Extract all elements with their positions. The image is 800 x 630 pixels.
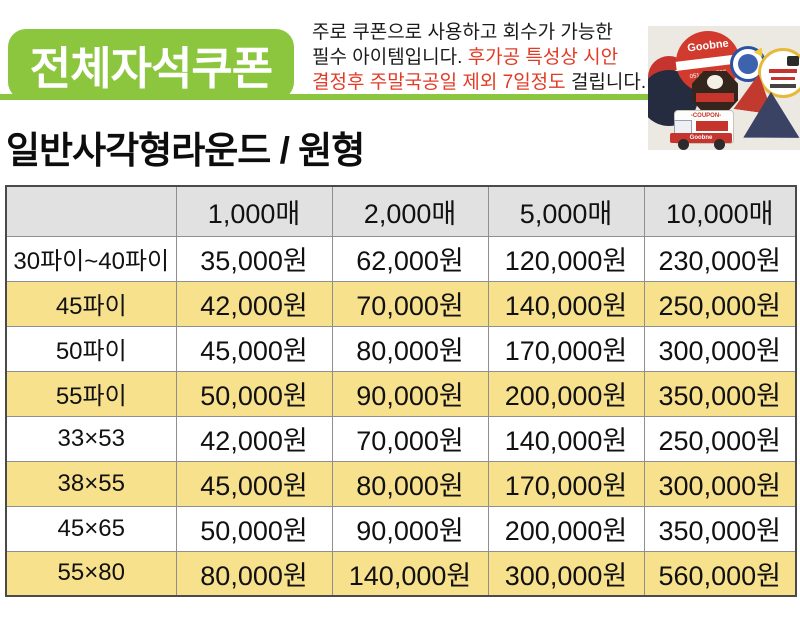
price-cell: 120,000원 bbox=[487, 235, 645, 282]
row-label: 45파이 bbox=[5, 280, 177, 327]
price-cell: 70,000원 bbox=[331, 280, 489, 327]
price-cell: 140,000원 bbox=[487, 280, 645, 327]
price-cell: 230,000원 bbox=[643, 235, 797, 282]
gold-circle-text-line bbox=[770, 84, 796, 88]
price-cell: 45,000원 bbox=[175, 325, 333, 372]
price-cell: 300,000원 bbox=[487, 550, 645, 597]
table-row: 33×53 42,000원 70,000원 140,000원 250,000원 bbox=[5, 415, 797, 462]
table-row: 30파이~40파이 35,000원 62,000원 120,000원 230,000원 bbox=[5, 235, 797, 282]
price-cell: 250,000원 bbox=[643, 415, 797, 462]
table-row: 45파이 42,000원 70,000원 140,000원 250,000원 bbox=[5, 280, 797, 327]
price-cell: 560,000원 bbox=[643, 550, 797, 597]
price-cell: 350,000원 bbox=[643, 370, 797, 417]
gold-circle-text-line bbox=[771, 77, 795, 80]
column-header-1000: 1,000매 bbox=[175, 185, 333, 237]
price-cell: 50,000원 bbox=[175, 505, 333, 552]
description-line-3: 결정후 주말국공일 제외 7일정도 걸립니다. bbox=[312, 72, 647, 93]
price-cell: 170,000원 bbox=[487, 460, 645, 507]
row-label: 45×65 bbox=[5, 505, 177, 552]
price-cell: 80,000원 bbox=[175, 550, 333, 597]
table-row: 45×65 50,000원 90,000원 200,000원 350,000원 bbox=[5, 505, 797, 552]
row-label: 33×53 bbox=[5, 415, 177, 462]
price-cell: 62,000원 bbox=[331, 235, 489, 282]
row-label: 38×55 bbox=[5, 460, 177, 507]
truck-wheel bbox=[714, 139, 725, 150]
row-label: 55파이 bbox=[5, 370, 177, 417]
row-label: 30파이~40파이 bbox=[5, 235, 177, 282]
gold-ring-circle-magnet bbox=[758, 48, 800, 98]
row-label: 50파이 bbox=[5, 325, 177, 372]
price-cell: 200,000원 bbox=[487, 370, 645, 417]
gold-circle-logo-mark bbox=[787, 56, 799, 66]
price-cell: 70,000원 bbox=[331, 415, 489, 462]
price-cell: 300,000원 bbox=[643, 460, 797, 507]
hexagon-red-strip bbox=[696, 93, 734, 102]
column-header-5000: 5,000매 bbox=[487, 185, 645, 237]
price-cell: 80,000원 bbox=[331, 325, 489, 372]
product-description: 주로 쿠폰으로 사용하고 회수가 가능한 필수 아이템입니다. 후가공 특성상 … bbox=[312, 20, 647, 95]
column-header-10000: 10,000매 bbox=[643, 185, 797, 237]
blue-badge-emblem bbox=[738, 54, 758, 74]
table-corner-cell bbox=[5, 185, 177, 237]
truck-red-panel bbox=[696, 121, 728, 131]
price-cell: 42,000원 bbox=[175, 415, 333, 462]
table-header-row: 1,000매 2,000매 5,000매 10,000매 bbox=[5, 185, 797, 237]
price-cell: 170,000원 bbox=[487, 325, 645, 372]
brand-circle-label: Goobne bbox=[686, 37, 730, 55]
truck-brand-label: Goobne bbox=[670, 133, 732, 143]
description-line-1: 주로 쿠폰으로 사용하고 회수가 가능한 bbox=[312, 22, 613, 43]
price-cell: 45,000원 bbox=[175, 460, 333, 507]
price-cell: 200,000원 bbox=[487, 505, 645, 552]
price-cell: 80,000원 bbox=[331, 460, 489, 507]
price-table: 1,000매 2,000매 5,000매 10,000매 30파이~40파이 35… bbox=[5, 185, 797, 597]
category-badge: 전체자석쿠폰 bbox=[8, 29, 294, 100]
category-badge-label: 전체자석쿠폰 bbox=[29, 43, 273, 94]
green-divider-line bbox=[0, 94, 650, 100]
row-label: 55×80 bbox=[5, 550, 177, 597]
price-cell: 35,000원 bbox=[175, 235, 333, 282]
price-cell: 300,000원 bbox=[643, 325, 797, 372]
coupon-samples-photo: Goobne 051.202.9797 -COUPON- Goobne bbox=[648, 26, 800, 150]
section-title: 일반사각형라운드 / 원형 bbox=[6, 130, 365, 171]
column-header-2000: 2,000매 bbox=[331, 185, 489, 237]
price-cell: 250,000원 bbox=[643, 280, 797, 327]
price-cell: 50,000원 bbox=[175, 370, 333, 417]
truck-coupon-label: -COUPON- bbox=[690, 113, 722, 119]
table-row: 55파이 50,000원 90,000원 200,000원 350,000원 bbox=[5, 370, 797, 417]
hexagon-badge-magnet bbox=[692, 71, 738, 113]
price-cell: 140,000원 bbox=[487, 415, 645, 462]
price-table-body: 30파이~40파이 35,000원 62,000원 120,000원 230,000원 4… bbox=[5, 235, 797, 597]
table-row: 55×80 80,000원 140,000원 300,000원 560,000원 bbox=[5, 550, 797, 597]
description-line-2: 필수 아이템입니다. 후가공 특성상 시안 bbox=[312, 47, 619, 68]
price-cell: 140,000원 bbox=[331, 550, 489, 597]
price-cell: 90,000원 bbox=[331, 370, 489, 417]
price-cell: 90,000원 bbox=[331, 505, 489, 552]
price-cell: 350,000원 bbox=[643, 505, 797, 552]
table-row: 38×55 45,000원 80,000원 170,000원 300,000원 bbox=[5, 460, 797, 507]
coupon-truck-magnet: -COUPON- Goobne bbox=[666, 108, 734, 150]
truck-wheel bbox=[678, 139, 689, 150]
hexagon-logo bbox=[707, 75, 723, 89]
gold-circle-text-line bbox=[769, 69, 797, 73]
table-row: 50파이 45,000원 80,000원 170,000원 300,000원 bbox=[5, 325, 797, 372]
price-cell: 42,000원 bbox=[175, 280, 333, 327]
